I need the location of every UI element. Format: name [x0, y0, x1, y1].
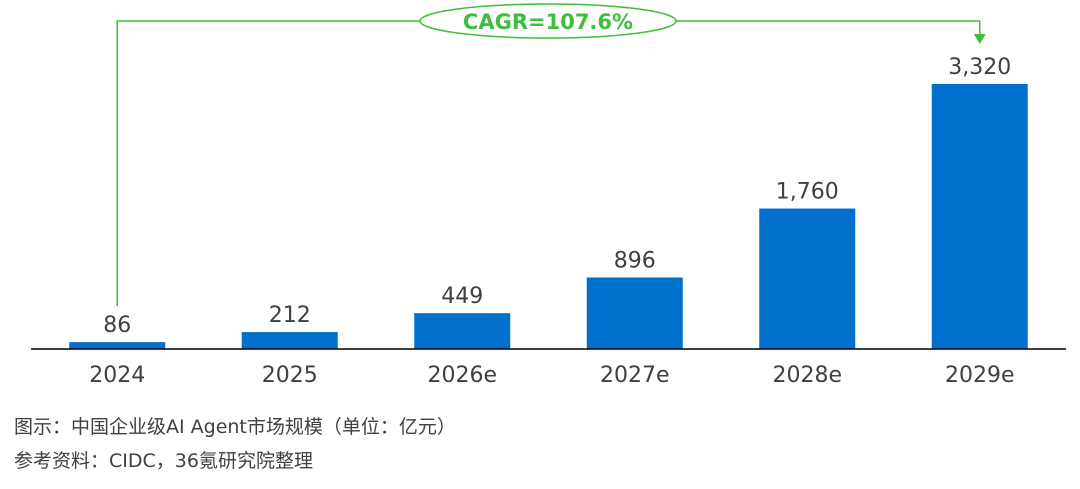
- bar-2024: [69, 342, 166, 349]
- data-label-2025: 212: [269, 303, 311, 328]
- source-note: 参考资料：CIDC，36氪研究院整理: [14, 450, 313, 472]
- bar-2027e: [586, 277, 683, 349]
- cagr-ellipse: [419, 3, 677, 39]
- data-label-2028e: 1,760: [776, 180, 839, 205]
- bar-chart: 86 2024 212 2025 449 2026e 896 2027e 1,760 2028e 3…: [31, 3, 1066, 388]
- x-tick-label-2027e: 2027e: [600, 363, 670, 388]
- x-tick-label-2029e: 2029e: [945, 363, 1015, 388]
- chart-caption: 图示：中国企业级AI Agent市场规模（单位：亿元）: [14, 416, 456, 438]
- cagr-arrowhead: [973, 34, 986, 44]
- x-tick-label-2026e: 2026e: [427, 363, 497, 388]
- x-tick-label-2025: 2025: [262, 363, 318, 388]
- cagr-label: CAGR=107.6%: [463, 10, 633, 34]
- data-label-2027e: 896: [614, 248, 656, 273]
- bar-2025: [241, 332, 338, 349]
- x-tick-label-2024: 2024: [89, 363, 145, 388]
- data-label-2029e: 3,320: [948, 55, 1011, 80]
- bar-2029e: [931, 84, 1028, 349]
- data-label-2024: 86: [103, 313, 131, 338]
- x-tick-label-2028e: 2028e: [772, 363, 842, 388]
- bar-2028e: [759, 208, 856, 349]
- data-label-2026e: 449: [441, 284, 483, 309]
- bar-2026e: [414, 313, 511, 349]
